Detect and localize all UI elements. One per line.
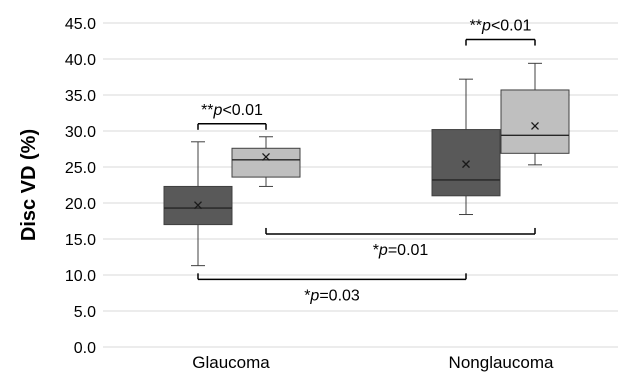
significance-stars: ** <box>470 18 482 35</box>
significance-p-symbol: p <box>481 18 491 35</box>
box-iqr <box>231 147 301 178</box>
significance-label: *p=0.03 <box>304 287 360 304</box>
y-tick-label: 25.0 <box>65 160 96 177</box>
significance-p-value: <0.01 <box>222 102 263 119</box>
y-tick-label: 0.0 <box>74 340 96 357</box>
significance-label: *p=0.01 <box>373 242 429 259</box>
y-tick-label: 40.0 <box>65 52 96 69</box>
box-iqr <box>431 129 501 197</box>
significance-p-symbol: p <box>378 242 388 259</box>
y-tick-label: 45.0 <box>65 16 96 33</box>
significance-label: **p<0.01 <box>201 102 263 119</box>
y-tick-label: 30.0 <box>65 124 96 141</box>
y-tick-label: 5.0 <box>74 304 96 321</box>
significance-p-value: =0.01 <box>388 242 429 259</box>
significance-label: **p<0.01 <box>470 18 532 35</box>
y-tick-label: 10.0 <box>65 268 96 285</box>
significance-stars: * <box>304 287 310 304</box>
box-mean-marker <box>194 201 202 210</box>
box-mean-marker <box>462 160 470 169</box>
significance-p-value: <0.01 <box>491 18 532 35</box>
y-tick-label: 35.0 <box>65 88 96 105</box>
y-tick-label: 20.0 <box>65 196 96 213</box>
significance-p-symbol: p <box>309 287 319 304</box>
box-iqr <box>500 89 570 154</box>
significance-stars: ** <box>201 102 213 119</box>
significance-p-symbol: p <box>213 102 223 119</box>
box-mean-marker <box>262 152 270 161</box>
significance-p-value: =0.03 <box>319 287 360 304</box>
x-category-label: Nonglaucoma <box>449 353 554 372</box>
x-category-label: Glaucoma <box>192 353 270 372</box>
box-mean-marker <box>531 122 539 130</box>
y-tick-label: 15.0 <box>65 232 96 249</box>
significance-stars: * <box>373 242 379 259</box>
y-axis-title: Disc VD (%) <box>18 129 40 241</box>
